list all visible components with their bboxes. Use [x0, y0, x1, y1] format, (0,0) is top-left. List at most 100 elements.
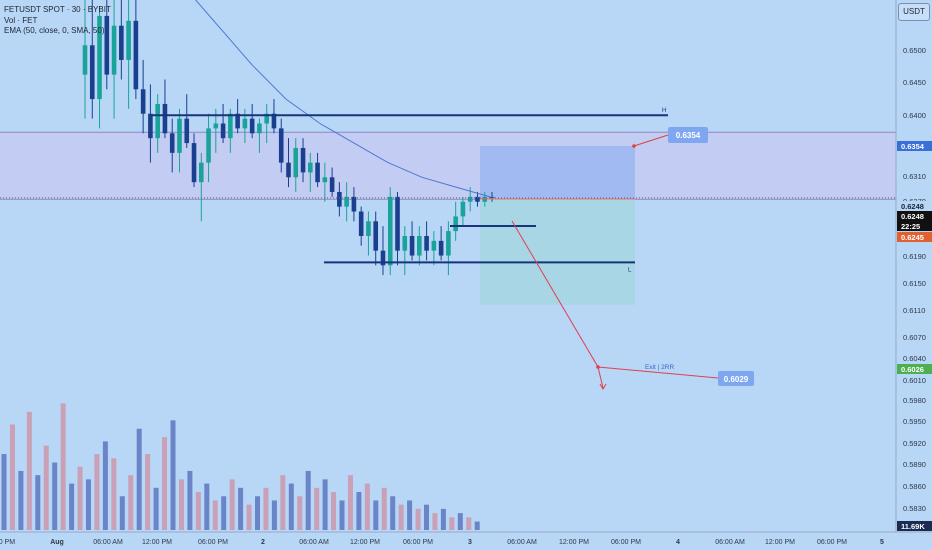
candle-body: [257, 123, 262, 134]
volume-bar: [94, 454, 100, 530]
volume-bar: [195, 492, 201, 530]
candle-body: [191, 143, 197, 183]
stop-label: 0.6354: [676, 131, 701, 140]
volume-bar: [187, 470, 193, 530]
time-tick-label: 06:00 PM: [403, 539, 433, 546]
volume-bar: [339, 500, 345, 530]
candle-body: [286, 162, 291, 178]
volume-bar: [466, 517, 472, 530]
volume-bar: [69, 483, 75, 530]
candle-body: [126, 20, 131, 60]
volume-bar: [271, 500, 277, 530]
candle-body: [431, 240, 437, 251]
time-tick-label: 5: [880, 539, 884, 546]
price-tick-label: 0.6450: [903, 78, 926, 87]
candle-body: [417, 235, 422, 256]
candle-body: [344, 196, 349, 207]
volume-bar: [170, 420, 176, 530]
target-label: 0.6029: [724, 375, 749, 384]
price-tick-label: 0.6040: [903, 354, 926, 363]
candle-body: [228, 113, 233, 139]
symbol-label[interactable]: FETUSDT SPOT · 30 · BYBIT: [4, 5, 111, 14]
price-tick-label: 0.6070: [903, 333, 926, 342]
price-tick-label: 0.5830: [903, 504, 926, 513]
candle-body: [337, 191, 342, 207]
volume-bar: [153, 487, 159, 530]
time-axis[interactable]: 6:00 PM Aug 06:00 AM 12:00 PM 06:00 PM 2 06:00…: [0, 531, 932, 546]
volume-bar: [474, 521, 480, 530]
volume-bar: [178, 479, 184, 530]
volume-bar: [457, 513, 463, 530]
volume-bar: [390, 496, 396, 530]
candle-body: [329, 177, 335, 192]
volume-bar: [432, 513, 438, 530]
volume-bar: [356, 492, 362, 530]
candle-body: [162, 103, 168, 134]
candle-body: [235, 113, 240, 129]
volume-bar: [111, 458, 117, 530]
volume-bar: [280, 475, 286, 530]
candle-body: [380, 250, 386, 266]
candle-body: [460, 201, 466, 217]
stop-zone: [480, 146, 635, 198]
candle-body: [220, 123, 226, 139]
price-tick-label: 0.6190: [903, 252, 926, 261]
volume-bar: [322, 479, 328, 530]
candle-body: [155, 103, 160, 139]
volume-bar: [415, 508, 421, 530]
candle-body: [271, 113, 277, 129]
candle-body: [395, 196, 400, 251]
candle-body: [264, 113, 269, 124]
price-tick-label: 0.6010: [903, 376, 926, 385]
volume-bar: [314, 487, 320, 530]
volume-bar: [449, 517, 455, 530]
exit-connector: [597, 366, 719, 379]
candle-body: [97, 15, 102, 100]
current-price-tag-box: [897, 211, 932, 221]
candle-body: [278, 128, 284, 163]
low-label: L: [628, 267, 632, 273]
volume-layer: [1, 403, 480, 530]
currency-button[interactable]: USDT: [898, 3, 930, 21]
countdown-tag-box: [897, 221, 932, 231]
candle-body: [475, 196, 480, 202]
volume-bar: [246, 504, 252, 530]
volume-bar: [102, 441, 108, 530]
price-tick-label: 0.6500: [903, 46, 926, 55]
price-tick-label: 0.5950: [903, 417, 926, 426]
volume-indicator-label[interactable]: Vol · FET: [4, 15, 38, 25]
ema-indicator-label[interactable]: EMA (50, close, 0, SMA, 50): [4, 26, 105, 35]
stop-connector: [633, 134, 669, 147]
volume-bar: [18, 470, 24, 530]
candle-body: [446, 231, 451, 256]
volume-bar: [204, 483, 210, 530]
candle-body: [206, 128, 211, 163]
ema-price-tag-box: [897, 201, 932, 211]
volume-bar: [305, 470, 311, 530]
stop-price-tag-box: [897, 141, 932, 151]
volume-bar: [119, 496, 125, 530]
time-tick-label: 06:00 AM: [507, 539, 537, 546]
time-tick-label: 2: [261, 539, 265, 546]
price-tick-label: 0.5920: [903, 439, 926, 448]
resistance-band: [0, 132, 896, 200]
volume-bar: [26, 411, 32, 530]
time-tick-label: 3: [468, 539, 472, 546]
candle-body: [213, 123, 219, 129]
ema-price-tag: 0.6248: [901, 202, 924, 211]
volume-bar: [238, 487, 244, 530]
volume-bar: [373, 500, 379, 530]
price-axis[interactable]: 0.65000.64500.64000.63100.62700.61900.61…: [895, 0, 932, 532]
exit-price-tag: 0.6026: [901, 365, 924, 374]
time-tick-label: 12:00 PM: [142, 539, 172, 546]
countdown-tag: 22:25: [901, 222, 920, 231]
candle-body: [148, 113, 153, 139]
candle-body: [366, 221, 371, 236]
candle-body: [467, 196, 473, 202]
candle-body: [82, 45, 88, 75]
candle-body: [424, 235, 429, 251]
volume-bar: [229, 479, 235, 530]
price-tick-label: 0.5890: [903, 460, 926, 469]
time-tick-label: 4: [676, 539, 680, 546]
